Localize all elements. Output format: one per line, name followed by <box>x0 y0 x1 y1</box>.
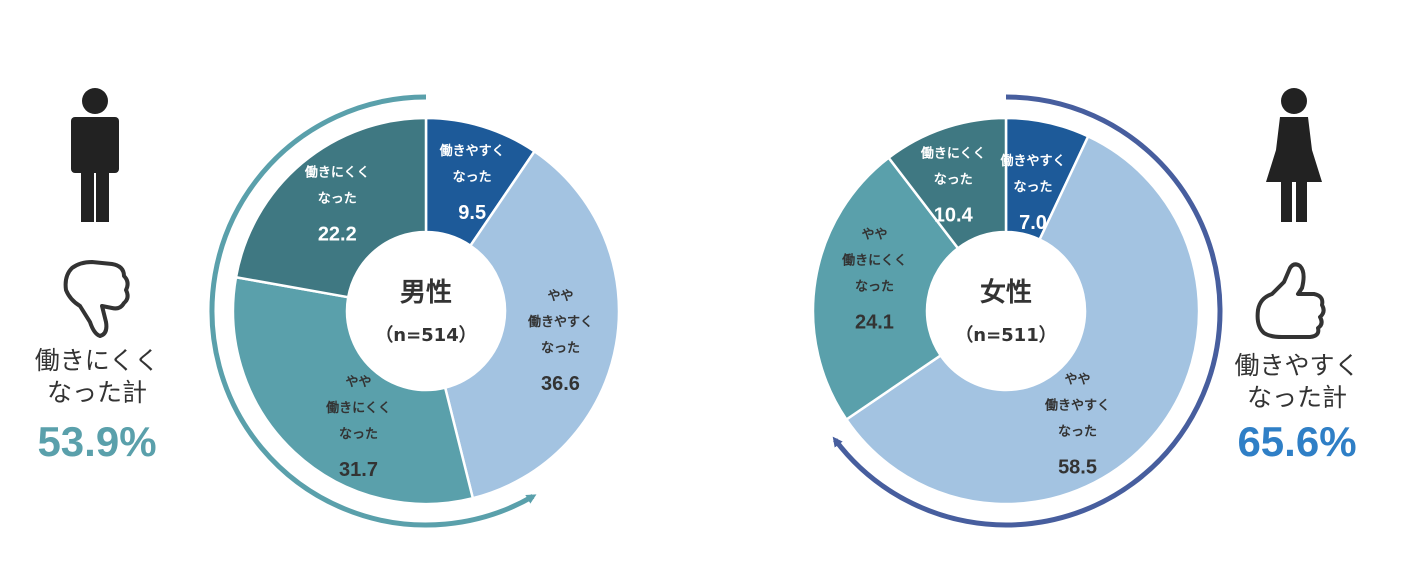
male-total-value: 53.9% <box>37 418 157 465</box>
male-slice-2-label-line: 働きやすく <box>527 314 593 330</box>
female-slice-3-label-line: なった <box>855 280 894 295</box>
male-center-title: 男性 <box>400 278 452 308</box>
female-slice-3-label-line: やや <box>861 228 887 243</box>
male-label-line1: 働きにくく <box>34 346 160 375</box>
female-slice-1-value: 7.0 <box>1019 212 1047 234</box>
female-slice-4-label-line: なった <box>934 173 973 188</box>
female-slice-3-value: 24.1 <box>855 312 894 334</box>
male-slice-3-label-line: やや <box>345 375 371 390</box>
male-slice-2-label-line: なった <box>541 341 580 356</box>
female-slice-3 <box>811 156 960 422</box>
charts-layer: 働きやすくなった9.5やや働きやすくなった36.6やや働きにくくなった31.7働… <box>209 94 1223 528</box>
male-slice-4-label-line: なった <box>318 191 357 206</box>
female-center-title: 女性 <box>980 277 1032 308</box>
male-slice-2-value: 36.6 <box>541 373 580 395</box>
male-person-icon <box>71 88 119 222</box>
male-slice-3-value: 31.7 <box>339 459 378 481</box>
male-slice-3 <box>231 275 475 506</box>
female-total-value: 65.6% <box>1237 418 1357 465</box>
female-label-line2: なった計 <box>1246 383 1347 412</box>
female-center-n: （n=511） <box>955 325 1056 346</box>
male-slice-2-label-line: やや <box>547 289 573 304</box>
male-slice-2 <box>443 149 621 500</box>
female-slice-4-value: 10.4 <box>934 205 974 227</box>
female-slice-1-label-line: 働きやすく <box>999 153 1065 169</box>
male-slice-3-label-line: なった <box>339 427 378 442</box>
male-donut-chart: 働きやすくなった9.5やや働きやすくなった36.6やや働きにくくなった31.7働… <box>209 94 621 528</box>
female-slice-2-label-line: なった <box>1058 424 1097 439</box>
male-total-label: 働きにくく なった計 <box>22 345 172 409</box>
male-slice-4-value: 22.2 <box>318 223 357 245</box>
male-slice-4-label-line: 働きにくく <box>304 164 370 180</box>
female-slice-4-label-line: 働きにくく <box>920 146 986 162</box>
male-slice-1-value: 9.5 <box>458 202 486 224</box>
female-slice-2-value: 58.5 <box>1058 456 1097 478</box>
male-label-line2: なった計 <box>46 378 147 407</box>
male-arrow-arc <box>209 94 537 528</box>
thumbs-down-icon <box>63 260 130 338</box>
female-slice-3-label-line: 働きにくく <box>841 253 907 269</box>
male-slice-4 <box>234 116 428 299</box>
female-donut-chart: 働きやすくなった7.0やや働きやすくなった58.5やや働きにくくなった24.1働… <box>811 94 1223 528</box>
male-center-n: （n=514） <box>375 325 476 346</box>
female-label-line1: 働きやすく <box>1234 351 1360 380</box>
female-slice-2-label-line: 働きやすく <box>1044 397 1110 413</box>
female-arrow-arc <box>832 94 1223 528</box>
female-slice-1-label-line: なった <box>1013 180 1052 195</box>
male-slice-1-label-line: 働きやすく <box>439 143 505 159</box>
male-slice-1-label-line: なった <box>453 170 492 185</box>
thumbs-up-icon <box>1255 262 1326 339</box>
female-total-label: 働きやすく なった計 <box>1222 350 1372 414</box>
female-person-icon <box>1266 88 1322 222</box>
male-slice-3-label-line: 働きにくく <box>325 400 391 416</box>
female-slice-2-label-line: やや <box>1065 372 1091 387</box>
female-slice-4 <box>886 116 1008 251</box>
female-slice-2 <box>844 134 1201 506</box>
